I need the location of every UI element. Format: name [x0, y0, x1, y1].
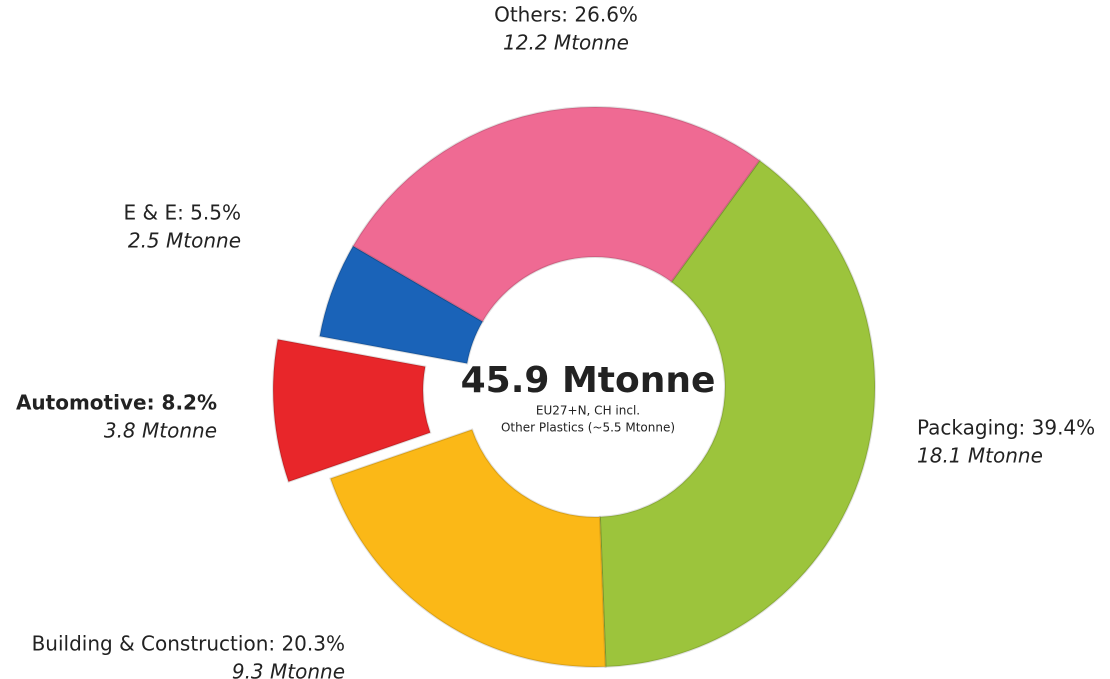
- slices: [272, 106, 876, 668]
- data-label: Building & Construction: 20.3%: [32, 632, 345, 656]
- center-title: 45.9 Mtonne: [461, 360, 716, 401]
- data-sublabel: 2.5 Mtonne: [128, 229, 241, 253]
- data-label: E & E: 5.5%: [124, 201, 242, 225]
- data-label: Automotive: 8.2%: [16, 391, 217, 415]
- data-label: Packaging: 39.4%: [917, 416, 1095, 440]
- center-subtitle: Other Plastics (~5.5 Mtonne): [501, 421, 675, 435]
- data-sublabel: 9.3 Mtonne: [232, 660, 345, 679]
- slice: [272, 338, 432, 483]
- slice: [598, 159, 876, 668]
- center-subtitle: EU27+N, CH incl.: [536, 404, 640, 418]
- slice: [318, 244, 485, 365]
- data-sublabel: 3.8 Mtonne: [104, 419, 217, 443]
- data-label: Others: 26.6%: [494, 3, 638, 27]
- data-sublabel: 12.2 Mtonne: [503, 31, 629, 55]
- slice: [329, 428, 607, 668]
- data-sublabel: 18.1 Mtonne: [917, 444, 1043, 468]
- slice: [351, 106, 761, 323]
